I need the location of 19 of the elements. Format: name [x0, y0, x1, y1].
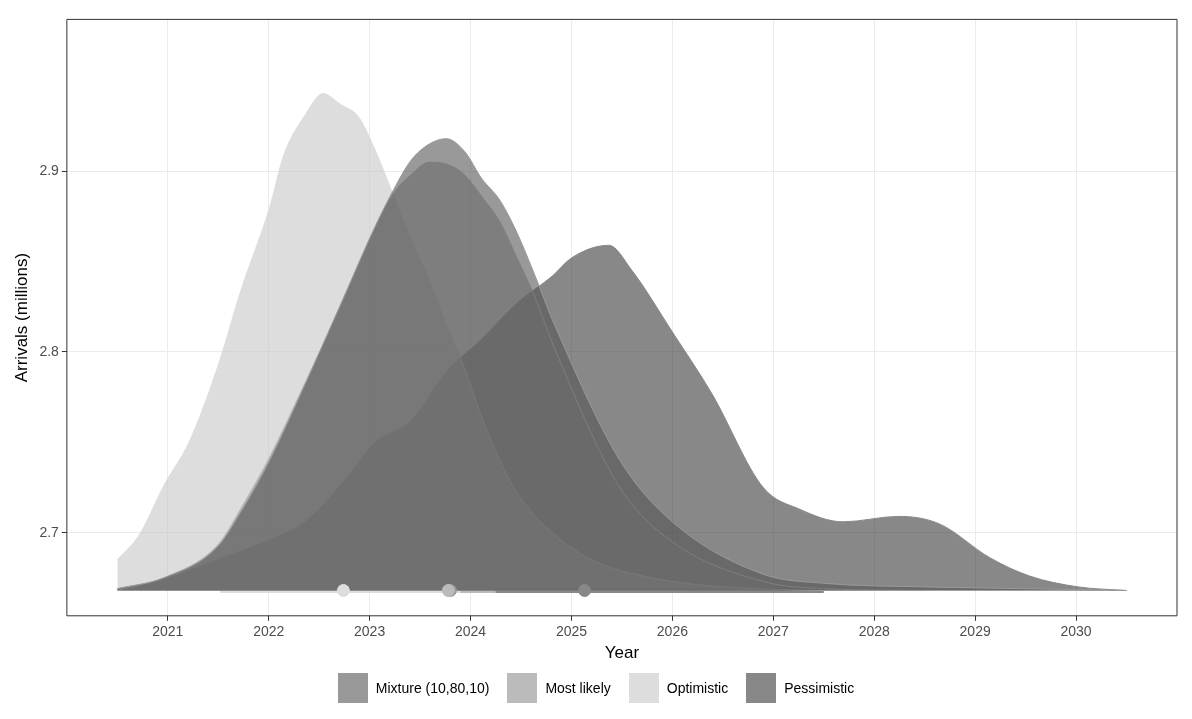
legend-label: Mixture (10,80,10) — [375, 680, 490, 696]
y-tick-label: 2.8 — [39, 342, 60, 359]
x-tick-label: 2023 — [354, 623, 386, 640]
legend-label: Pessimistic — [784, 680, 855, 696]
x-tick-label: 2024 — [454, 623, 487, 640]
legend-label: Most likely — [545, 680, 611, 696]
x-tick-label: 2025 — [555, 623, 588, 640]
x-tick-label: 2022 — [253, 623, 285, 640]
x-tick-label: 2027 — [757, 623, 790, 640]
y-tick-label: 2.9 — [39, 162, 60, 179]
y-tick-label: 2.7 — [39, 523, 60, 540]
x-axis-title: Year — [604, 643, 640, 663]
x-tick-label: 2030 — [1060, 623, 1092, 640]
x-tick-label: 2029 — [959, 623, 991, 640]
x-tick-label: 2021 — [152, 623, 184, 640]
x-tick-label: 2028 — [858, 623, 891, 640]
y-axis-title: Arrivals (millions) — [11, 252, 31, 383]
x-tick-label: 2026 — [656, 623, 689, 640]
legend-label: Optimistic — [666, 680, 729, 696]
